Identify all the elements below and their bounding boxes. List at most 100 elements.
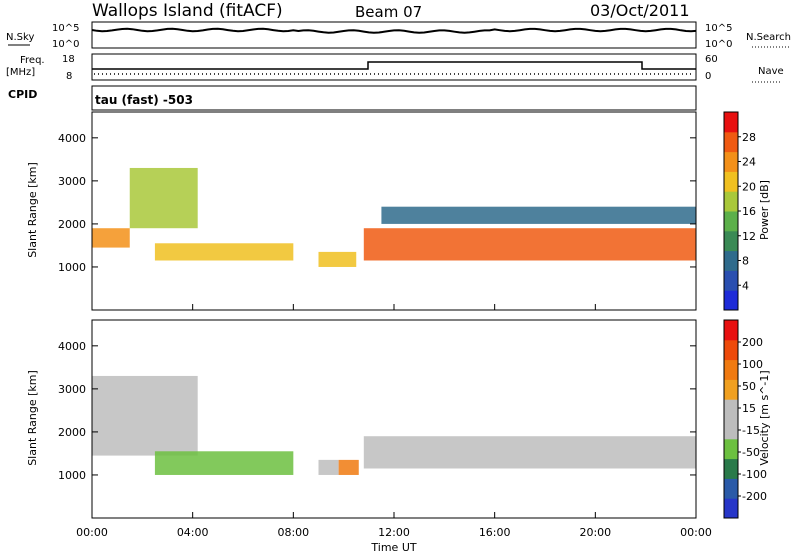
colorbar-tick-label: 20 [742, 180, 756, 193]
x-tick-label: 16:00 [479, 526, 511, 539]
velocity-colorbar: 200 100 50 15 -15 -50 -100 -200 [723, 319, 767, 519]
y-tick-label: 4000 [58, 340, 86, 353]
echo-band [363, 228, 696, 261]
echo-band [154, 451, 294, 475]
noise-sky-line [91, 27, 697, 34]
x-tick-label: 00:00 [680, 526, 712, 539]
power-y-axis-label: Slant Range [km] [26, 162, 39, 258]
colorbar-segment [724, 320, 738, 341]
colorbar-segment [724, 270, 738, 291]
x-tick-label: 04:00 [177, 526, 209, 539]
colorbar-tick-label: 12 [742, 230, 756, 243]
time-x-axis-label: Time UT [370, 541, 416, 554]
colorbar-tick-label: -50 [742, 446, 760, 459]
power-echoes [92, 167, 696, 267]
freq-tick-top: 18 [62, 54, 75, 65]
colorbar-segment [724, 250, 738, 271]
colorbar-segment [724, 399, 738, 420]
colorbar-segment [724, 458, 738, 479]
nave-tick-top: 60 [705, 54, 718, 65]
power-colorbar: 4 8 12 16 20 24 28 [723, 111, 756, 311]
colorbar-segment [724, 339, 738, 361]
colorbar-tick-label: 8 [742, 255, 749, 268]
colorbar-tick-label: -100 [742, 468, 767, 481]
velocity-y-ticks: 1000 2000 3000 4000 [58, 340, 696, 482]
beam-title: Beam 07 [355, 3, 422, 21]
echo-band [129, 167, 198, 229]
velocity-echoes [92, 375, 696, 475]
colorbar-segment [724, 498, 738, 519]
echo-band [381, 206, 696, 224]
x-tick-label: 12:00 [378, 526, 410, 539]
power-panel: 1000 2000 3000 4000 Slant Range [km] 4 8 12 16… [26, 111, 771, 311]
x-tick-label: 00:00 [76, 526, 108, 539]
colorbar-segment [724, 290, 738, 311]
echo-band [154, 243, 294, 261]
colorbar-tick-label: -15 [742, 424, 760, 437]
noise-right-label: N.Search [746, 32, 791, 43]
freq-tick-bottom: 8 [66, 71, 72, 82]
time-x-ticks: 00:00 04:00 08:00 12:00 16:00 20:00 00:00 [76, 304, 712, 539]
nave-tick-bottom: 0 [705, 71, 711, 82]
colorbar-segment [724, 478, 738, 499]
y-tick-label: 2000 [58, 426, 86, 439]
velocity-panel: 1000 2000 3000 4000 Slant Range [km] 200 100… [26, 319, 771, 519]
noise-left-tick-bottom: 10^0 [52, 39, 79, 50]
noise-right-tick-top: 10^5 [705, 23, 732, 34]
colorbar-segment [724, 419, 738, 440]
noise-left-label: N.Sky [6, 32, 34, 43]
echo-band [318, 251, 357, 267]
colorbar-tick-label: 100 [742, 358, 763, 371]
echo-band [363, 436, 696, 469]
colorbar-segment [724, 438, 738, 460]
y-tick-label: 3000 [58, 175, 86, 188]
x-tick-label: 20:00 [579, 526, 611, 539]
power-y-ticks: 1000 2000 3000 4000 [58, 132, 696, 274]
colorbar-tick-label: 50 [742, 380, 756, 393]
y-tick-label: 2000 [58, 218, 86, 231]
y-tick-label: 1000 [58, 469, 86, 482]
colorbar-segment [724, 211, 738, 232]
colorbar-segment [724, 191, 738, 212]
colorbar-segment [724, 151, 738, 172]
date-title: 03/Oct/2011 [590, 1, 690, 20]
freq-label-1: Freq. [20, 55, 45, 66]
colorbar-segment [724, 112, 738, 133]
colorbar-frame [723, 319, 739, 519]
colorbar-tick-label: 16 [742, 205, 756, 218]
colorbar-segment [724, 171, 738, 192]
freq-panel-frame [91, 53, 697, 81]
y-tick-label: 3000 [58, 383, 86, 396]
power-colorbar-label: Power [dB] [758, 180, 771, 240]
cpid-value: tau (fast) -503 [95, 93, 193, 107]
colorbar-tick-label: -200 [742, 490, 767, 503]
colorbar-segment [724, 379, 738, 400]
colorbar-tick-label: 24 [742, 156, 756, 169]
velocity-colorbar-label: Velocity [m s^-1] [758, 370, 771, 465]
echo-band [338, 459, 359, 475]
nave-label: Nave [758, 66, 784, 77]
colorbar-segment [724, 230, 738, 252]
x-tick-label: 08:00 [277, 526, 309, 539]
freq-panel: Freq. [MHz] 18 8 60 0 Nave [6, 53, 784, 83]
velocity-y-axis-label: Slant Range [km] [26, 370, 39, 466]
freq-label-2: [MHz] [6, 67, 35, 78]
colorbar-tick-label: 200 [742, 336, 763, 349]
colorbar-tick-label: 28 [742, 131, 756, 144]
freq-line [92, 61, 696, 70]
cpid-panel-frame [91, 85, 697, 111]
cpid-label: CPID [8, 88, 37, 101]
echo-band [92, 375, 198, 456]
y-tick-label: 1000 [58, 261, 86, 274]
noise-left-tick-top: 10^5 [52, 23, 79, 34]
colorbar-tick-label: 4 [742, 279, 749, 292]
echo-band [92, 228, 130, 248]
colorbar-tick-label: 15 [742, 402, 756, 415]
noise-right-tick-bottom: 10^0 [705, 39, 732, 50]
colorbar-segment [724, 359, 738, 380]
colorbar-segment [724, 131, 738, 153]
echo-band [318, 459, 339, 475]
y-tick-label: 4000 [58, 132, 86, 145]
noise-panel: N.Sky 10^5 10^0 10^5 10^0 N.Search [6, 21, 791, 50]
